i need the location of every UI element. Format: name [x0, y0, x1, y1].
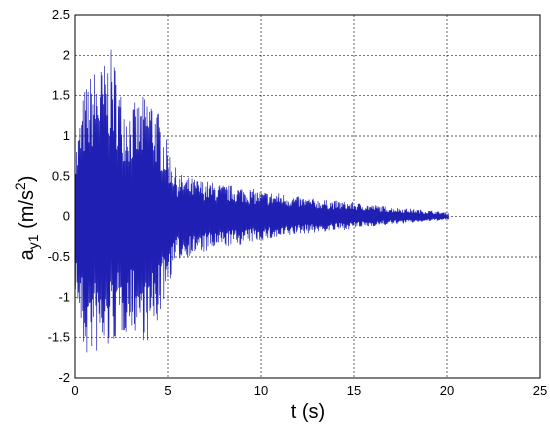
- y-tick-label: -1: [58, 289, 70, 304]
- y-axis-label-base: a: [16, 248, 38, 260]
- plot-frame: [74, 14, 541, 379]
- y-axis-label-suffix: ): [16, 176, 38, 183]
- x-axis-label: t (s): [291, 401, 325, 423]
- y-tick-label: 0: [63, 209, 70, 224]
- y-tick-label: -1.5: [48, 330, 70, 345]
- x-tick-label: 0: [71, 383, 78, 398]
- x-tick-label: 20: [440, 383, 454, 398]
- y-tick-label: 1: [63, 128, 70, 143]
- y-tick-label: -2: [58, 370, 70, 385]
- y-axis-label: ay1 (m/s2): [12, 176, 41, 261]
- x-tick-label: 10: [254, 383, 268, 398]
- y-axis-label-unit: (m/s: [16, 190, 38, 234]
- x-tick-label: 15: [347, 383, 361, 398]
- y-tick-label: 2.5: [52, 7, 70, 22]
- series-line-ay1: [74, 49, 449, 353]
- x-tick-label: 5: [164, 383, 171, 398]
- y-tick-label: -0.5: [48, 249, 70, 264]
- x-tick-label: 25: [533, 383, 547, 398]
- x-axis-ticks: 0 5 10 15 20 25: [71, 383, 547, 398]
- y-tick-label: 1.5: [52, 88, 70, 103]
- y-axis-ticks: -2 -1.5 -1 -0.5 0 0.5 1 1.5 2 2.5: [48, 7, 70, 385]
- y-tick-label: 2: [63, 47, 70, 62]
- y-axis-label-subscript: y1: [25, 234, 41, 249]
- y-axis-label-superscript: 2: [12, 182, 28, 190]
- y-tick-label: 0.5: [52, 168, 70, 183]
